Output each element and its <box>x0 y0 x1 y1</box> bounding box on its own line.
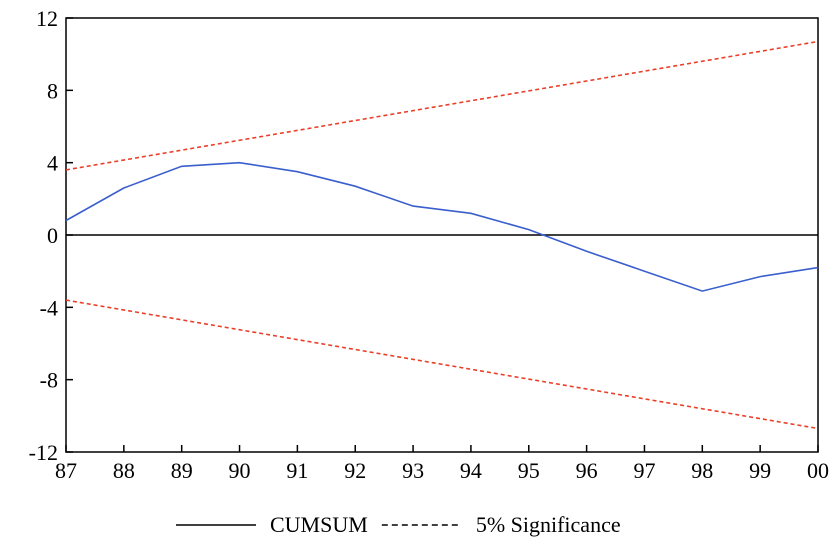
x-tick-label: 93 <box>402 458 424 483</box>
x-tick-label: 89 <box>171 458 193 483</box>
x-tick-label: 91 <box>286 458 308 483</box>
x-axis: 87 88 89 90 91 92 93 94 95 96 97 98 99 00 <box>55 445 829 483</box>
legend-label: CUMSUM <box>270 512 368 537</box>
y-tick-label: 12 <box>36 6 58 31</box>
x-tick-label: 96 <box>576 458 598 483</box>
x-tick-label: 99 <box>749 458 771 483</box>
series-layer <box>65 40 819 430</box>
x-tick-label: 87 <box>55 458 77 483</box>
y-axis: -12 -8 -4 0 4 8 12 <box>29 6 73 465</box>
y-tick-label: 4 <box>47 151 58 176</box>
x-tick-label: 94 <box>460 458 482 483</box>
series-line-5-significance <box>65 40 819 171</box>
series-line-lower-5-significance <box>65 299 819 430</box>
x-tick-label: 00 <box>807 458 829 483</box>
x-tick-label: 88 <box>113 458 135 483</box>
x-tick-label: 95 <box>518 458 540 483</box>
y-tick-label: -4 <box>40 295 58 320</box>
y-tick-label: -8 <box>40 368 58 393</box>
x-tick-label: 97 <box>633 458 655 483</box>
x-tick-label: 92 <box>344 458 366 483</box>
y-tick-label: 8 <box>47 78 58 103</box>
legend: CUMSUM 5% Significance <box>176 512 621 537</box>
legend-label: 5% Significance <box>476 512 621 537</box>
y-tick-label: -12 <box>29 440 58 465</box>
x-tick-label: 98 <box>691 458 713 483</box>
y-tick-label: 0 <box>47 223 58 248</box>
series-line-cumsum <box>65 161 819 292</box>
x-tick-label: 90 <box>229 458 251 483</box>
